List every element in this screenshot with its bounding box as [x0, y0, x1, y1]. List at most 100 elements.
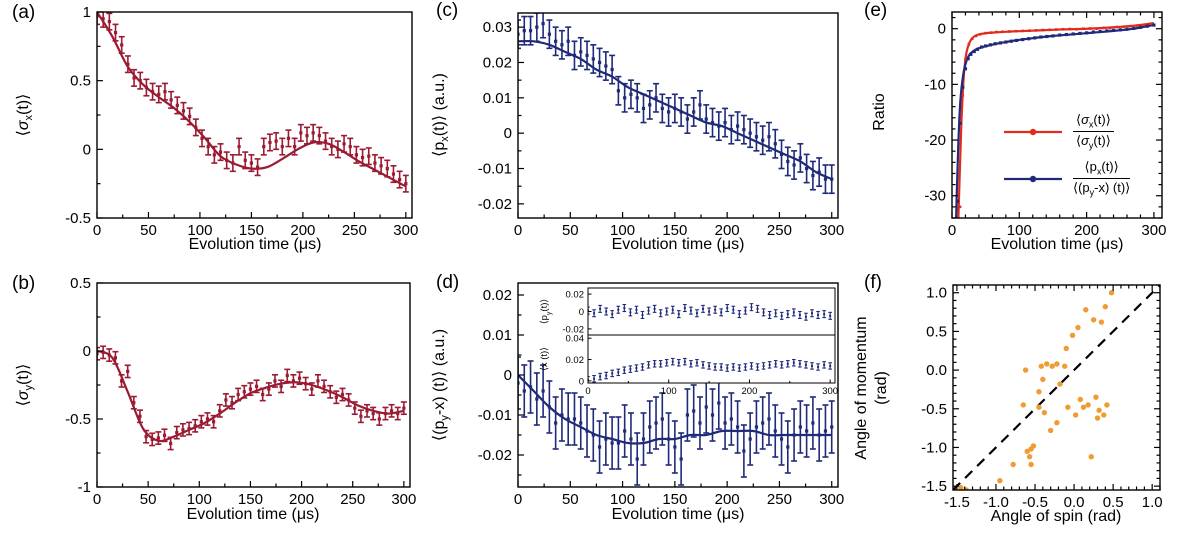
svg-text:150: 150 — [238, 491, 263, 508]
legend-item-spin-ratio: ⟨σx(t)⟩ ⟨σy(t)⟩ — [1002, 108, 1174, 155]
scatter-points — [958, 290, 1115, 490]
svg-text:200: 200 — [715, 491, 740, 508]
panel-b-data — [97, 345, 407, 451]
legend-label-momentum-ratio: ⟨px(t)⟩ ⟨(py-x) (t)⟩ — [1073, 158, 1131, 198]
svg-text:300: 300 — [1141, 222, 1166, 239]
panel-a-xlabel: Evolution time (μs) — [189, 236, 322, 253]
svg-text:200: 200 — [289, 491, 314, 508]
svg-text:-1.0: -1.0 — [921, 439, 947, 456]
svg-text:0: 0 — [514, 491, 522, 508]
panel-f-canvas: -1.5 -1.0 -0.5 0.0 0.5 1.0 1.0 0.5 0.0 -0.5 -1.0 -1… — [853, 284, 1163, 525]
panel-d-label: (d) — [436, 272, 460, 293]
momentum-ratio-points — [955, 23, 1156, 203]
legend-line-momentum-ratio — [1004, 175, 1062, 182]
svg-text:200: 200 — [290, 222, 315, 239]
panel-d-canvas: 0.02 0 -0.02 ⟨py(t)⟩ 0.04 0.02 0 ⟨x (t)⟩ 0 100 200… — [431, 282, 844, 523]
svg-text:-0.01: -0.01 — [478, 407, 512, 424]
svg-text:50: 50 — [562, 222, 579, 239]
svg-text:-30: -30 — [924, 188, 946, 205]
axes-ticks: 0 100 200 300 0 -10 -20 -30 — [924, 12, 1166, 239]
svg-text:200: 200 — [742, 386, 758, 397]
svg-text:250: 250 — [767, 491, 792, 508]
svg-text:-0.02: -0.02 — [478, 196, 512, 213]
svg-text:-1: -1 — [78, 479, 91, 496]
svg-text:0: 0 — [83, 141, 91, 158]
legend-item-momentum-ratio: ⟨px(t)⟩ ⟨(py-x) (t)⟩ — [1002, 155, 1174, 202]
legend-line-spin-ratio — [1004, 128, 1062, 135]
svg-text:0.5: 0.5 — [926, 323, 947, 340]
svg-text:0: 0 — [83, 343, 91, 360]
svg-text:0.01: 0.01 — [483, 90, 512, 107]
panel-c-canvas: 0 50 100 150 200 250 300 0.03 0.02 0.01 0 -0.01 -0.0… — [431, 12, 844, 253]
panel-d-data — [518, 356, 835, 486]
panel-c-data — [518, 13, 835, 195]
plot-box — [951, 11, 1163, 219]
panel-f-ylabel-line2: (rad) — [873, 371, 890, 405]
svg-text:-1.0: -1.0 — [983, 494, 1009, 511]
svg-text:-0.02: -0.02 — [478, 447, 512, 464]
svg-text:0.04: 0.04 — [566, 334, 585, 345]
svg-text:300: 300 — [393, 222, 418, 239]
panel-d-xlabel: Evolution time (μs) — [612, 506, 745, 523]
panel-c-xlabel: Evolution time (μs) — [612, 236, 745, 253]
svg-text:150: 150 — [662, 491, 687, 508]
svg-text:0.02: 0.02 — [566, 290, 585, 301]
svg-text:0.02: 0.02 — [483, 54, 512, 71]
svg-text:0: 0 — [579, 307, 584, 318]
svg-text:0: 0 — [514, 222, 522, 239]
plot-box — [952, 284, 1161, 491]
svg-text:0.02: 0.02 — [566, 355, 585, 366]
svg-text:-0.5: -0.5 — [65, 210, 91, 227]
svg-text:1.0: 1.0 — [926, 285, 947, 302]
svg-text:150: 150 — [239, 222, 264, 239]
svg-text:50: 50 — [140, 222, 157, 239]
svg-text:300: 300 — [819, 491, 844, 508]
panel-d-inset: 0.02 0 -0.02 ⟨py(t)⟩ 0.04 0.02 0 ⟨x (t)⟩ 0 100 200… — [539, 287, 838, 397]
plot-box — [517, 12, 839, 219]
legend: ⟨σx(t)⟩ ⟨σy(t)⟩ ⟨px(t)⟩ ⟨(py-x) (t)⟩ — [1002, 108, 1174, 202]
svg-text:-0.5: -0.5 — [921, 401, 947, 418]
svg-text:-1.5: -1.5 — [921, 478, 947, 495]
svg-text:0.02: 0.02 — [483, 287, 512, 304]
svg-text:-0.5: -0.5 — [65, 411, 91, 428]
svg-text:100: 100 — [610, 491, 635, 508]
plot-box — [96, 11, 413, 219]
legend-label-spin-ratio: ⟨σx(t)⟩ ⟨σy(t)⟩ — [1073, 112, 1114, 152]
panel-e-label: (e) — [864, 0, 888, 21]
svg-text:300: 300 — [391, 491, 416, 508]
panel-a-data — [97, 12, 409, 193]
axes-ticks: 0 50 100 150 200 250 300 0.02 0.01 0 -0.01 -0.02 — [478, 287, 844, 508]
svg-text:0: 0 — [938, 21, 946, 38]
svg-text:1: 1 — [83, 4, 91, 21]
panel-f-ylabel-line1: Angle of momentum — [853, 316, 870, 459]
svg-text:100: 100 — [1007, 222, 1032, 239]
svg-text:300: 300 — [819, 222, 844, 239]
svg-text:0.0: 0.0 — [926, 362, 947, 379]
spin-ratio-points — [958, 22, 1152, 209]
svg-text:0: 0 — [579, 376, 584, 387]
svg-text:-0.02: -0.02 — [562, 324, 584, 335]
svg-text:0.03: 0.03 — [483, 19, 512, 36]
svg-text:100: 100 — [610, 222, 635, 239]
svg-text:0.0: 0.0 — [1064, 494, 1085, 511]
panel-a-label: (a) — [12, 2, 36, 23]
svg-text:50: 50 — [562, 491, 579, 508]
svg-text:0: 0 — [93, 491, 101, 508]
axes-ticks: -1.5 -1.0 -0.5 0.0 0.5 1.0 1.0 0.5 0.0 -0.5 -1.0 -1… — [921, 284, 1163, 511]
axes-ticks: 0 50 100 150 200 250 300 0.03 0.02 0.01 0 -0.01 -0.0… — [478, 19, 844, 239]
panel-b-label: (b) — [12, 273, 36, 294]
svg-text:250: 250 — [340, 491, 365, 508]
panel-c-label: (c) — [436, 0, 459, 21]
panel-d-ylabel: ⟨(py-x) (t)⟩ (a.u.) — [431, 329, 451, 441]
svg-text:50: 50 — [140, 491, 157, 508]
svg-text:0: 0 — [504, 367, 512, 384]
panel-a-ylabel: ⟨σx(t)⟩ — [15, 94, 35, 137]
svg-text:250: 250 — [767, 222, 792, 239]
svg-text:0: 0 — [93, 222, 101, 239]
panel-e-ylabel: Ratio — [871, 93, 888, 130]
svg-text:200: 200 — [1074, 222, 1099, 239]
panel-f-xlabel: Angle of spin (rad) — [991, 508, 1122, 525]
panel-f-data — [953, 285, 1160, 490]
svg-text:⟨x (t)⟩: ⟨x (t)⟩ — [539, 347, 550, 371]
